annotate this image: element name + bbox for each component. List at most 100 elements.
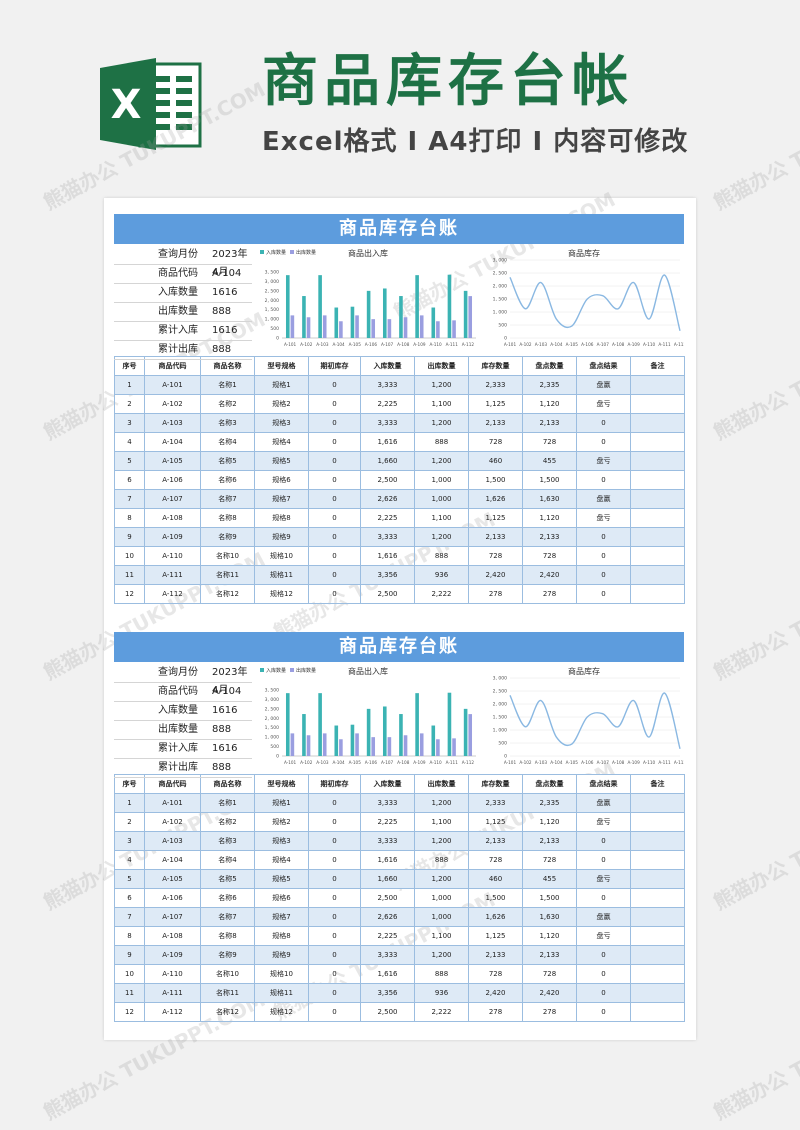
table-cell[interactable]: 1,200 (414, 527, 469, 547)
table-cell[interactable]: 规格4 (254, 850, 309, 870)
column-header[interactable]: 出库数量 (414, 356, 469, 376)
table-cell[interactable]: 规格1 (254, 375, 309, 395)
table-cell[interactable]: 规格5 (254, 869, 309, 889)
table-cell[interactable]: 936 (414, 565, 469, 585)
table-cell[interactable]: 0 (308, 831, 361, 851)
table-cell[interactable]: 2 (114, 394, 145, 414)
table-cell[interactable]: 名称10 (200, 546, 255, 566)
table-cell[interactable]: 2,420 (522, 983, 577, 1003)
table-cell[interactable]: 2,335 (522, 375, 577, 395)
column-header[interactable]: 期初库存 (308, 774, 361, 794)
table-cell[interactable]: A-109 (144, 527, 201, 547)
table-cell[interactable]: 5 (114, 869, 145, 889)
table-cell[interactable]: 728 (522, 964, 577, 984)
table-cell[interactable]: 0 (308, 584, 361, 604)
table-cell[interactable]: A-111 (144, 565, 201, 585)
summary-value[interactable]: A-104 (212, 268, 242, 279)
table-cell[interactable] (630, 850, 685, 870)
table-cell[interactable]: 2,225 (360, 926, 415, 946)
table-cell[interactable]: 名称5 (200, 451, 255, 471)
table-cell[interactable]: 2,500 (360, 470, 415, 490)
table-cell[interactable] (630, 451, 685, 471)
table-cell[interactable]: 1,626 (468, 907, 523, 927)
table-cell[interactable]: 规格3 (254, 831, 309, 851)
table-cell[interactable] (630, 584, 685, 604)
table-cell[interactable]: 1,500 (468, 888, 523, 908)
table-cell[interactable]: 1,100 (414, 926, 469, 946)
table-cell[interactable]: 0 (576, 470, 631, 490)
table-cell[interactable]: 0 (308, 1002, 361, 1022)
table-cell[interactable]: 0 (576, 945, 631, 965)
table-cell[interactable]: 2,333 (468, 793, 523, 813)
table-cell[interactable]: 2,133 (522, 945, 577, 965)
table-cell[interactable]: 0 (576, 964, 631, 984)
table-cell[interactable]: 1,200 (414, 375, 469, 395)
table-cell[interactable]: 3,333 (360, 945, 415, 965)
table-cell[interactable]: 1,100 (414, 394, 469, 414)
table-cell[interactable]: 0 (308, 451, 361, 471)
table-cell[interactable]: 3,333 (360, 831, 415, 851)
table-cell[interactable]: 12 (114, 1002, 145, 1022)
column-header[interactable]: 库存数量 (468, 774, 523, 794)
table-cell[interactable]: 11 (114, 565, 145, 585)
table-cell[interactable]: A-108 (144, 926, 201, 946)
table-cell[interactable]: 12 (114, 584, 145, 604)
table-cell[interactable]: 2,133 (522, 831, 577, 851)
table-cell[interactable] (630, 964, 685, 984)
table-cell[interactable]: 名称1 (200, 375, 255, 395)
table-cell[interactable]: 0 (308, 869, 361, 889)
table-cell[interactable]: 0 (576, 527, 631, 547)
table-cell[interactable]: 1,000 (414, 489, 469, 509)
table-cell[interactable]: 1,125 (468, 812, 523, 832)
table-cell[interactable]: 规格6 (254, 888, 309, 908)
table-cell[interactable]: 0 (576, 983, 631, 1003)
table-cell[interactable]: 2,420 (522, 565, 577, 585)
table-cell[interactable]: 6 (114, 470, 145, 490)
table-cell[interactable]: A-102 (144, 394, 201, 414)
table-cell[interactable] (630, 489, 685, 509)
table-cell[interactable]: 名称3 (200, 413, 255, 433)
table-cell[interactable]: 2,420 (468, 565, 523, 585)
table-cell[interactable]: 盘赢 (576, 907, 631, 927)
table-cell[interactable]: A-104 (144, 850, 201, 870)
table-cell[interactable]: 0 (308, 489, 361, 509)
table-cell[interactable]: 0 (308, 527, 361, 547)
table-cell[interactable]: 规格7 (254, 907, 309, 927)
table-cell[interactable]: 盘亏 (576, 926, 631, 946)
column-header[interactable]: 盘点结果 (576, 356, 631, 376)
table-cell[interactable]: A-104 (144, 432, 201, 452)
table-cell[interactable]: 2,225 (360, 812, 415, 832)
table-cell[interactable]: 2,420 (468, 983, 523, 1003)
table-cell[interactable]: A-112 (144, 584, 201, 604)
table-cell[interactable]: 1,616 (360, 964, 415, 984)
table-cell[interactable]: 名称7 (200, 907, 255, 927)
table-cell[interactable]: 0 (308, 470, 361, 490)
table-cell[interactable]: 2,500 (360, 1002, 415, 1022)
table-cell[interactable]: 1,500 (522, 888, 577, 908)
table-cell[interactable]: 455 (522, 451, 577, 471)
table-cell[interactable]: 盘赢 (576, 793, 631, 813)
table-cell[interactable]: 8 (114, 508, 145, 528)
table-cell[interactable]: 1,616 (360, 850, 415, 870)
table-cell[interactable]: 728 (522, 850, 577, 870)
table-cell[interactable]: 名称1 (200, 793, 255, 813)
table-cell[interactable]: 规格12 (254, 1002, 309, 1022)
table-cell[interactable]: 名称11 (200, 565, 255, 585)
table-cell[interactable] (630, 432, 685, 452)
table-cell[interactable]: 2,500 (360, 584, 415, 604)
table-cell[interactable]: A-107 (144, 907, 201, 927)
table-cell[interactable]: 888 (414, 850, 469, 870)
table-cell[interactable]: A-112 (144, 1002, 201, 1022)
table-cell[interactable]: 2,500 (360, 888, 415, 908)
table-cell[interactable]: 1,200 (414, 451, 469, 471)
summary-value[interactable]: 2023年4月 (212, 249, 248, 278)
table-cell[interactable]: A-106 (144, 470, 201, 490)
table-cell[interactable] (630, 546, 685, 566)
table-cell[interactable]: 0 (308, 508, 361, 528)
table-cell[interactable]: A-110 (144, 964, 201, 984)
table-cell[interactable]: 1,120 (522, 812, 577, 832)
table-cell[interactable]: 1,100 (414, 812, 469, 832)
table-cell[interactable]: A-105 (144, 869, 201, 889)
table-cell[interactable]: 0 (308, 850, 361, 870)
column-header[interactable]: 盘点数量 (522, 774, 577, 794)
